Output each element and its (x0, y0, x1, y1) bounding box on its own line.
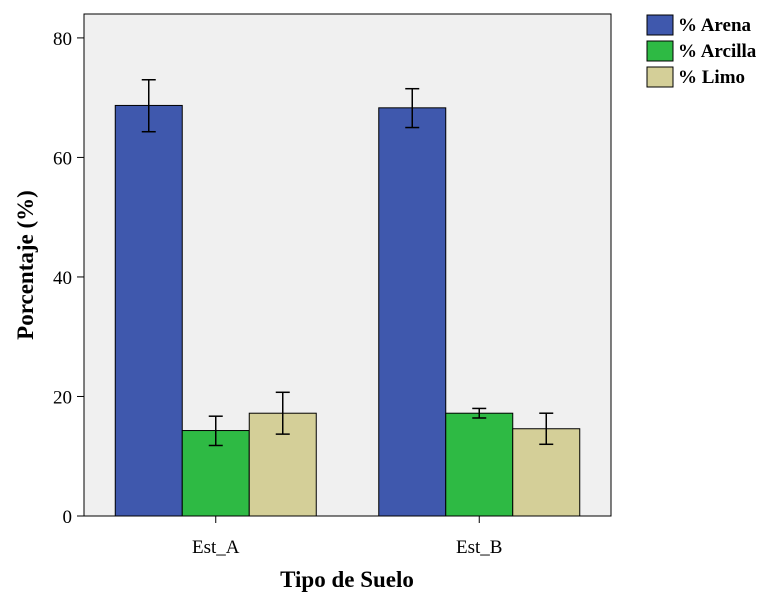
bar-est-a-series-0 (114, 104, 183, 517)
bar-est-b-series-0 (378, 107, 447, 517)
y-tick-label: 0 (63, 507, 73, 528)
bars-layer (114, 104, 581, 517)
legend-swatch (646, 40, 674, 62)
error-bars-layer (141, 78, 554, 447)
legend-label: % Arena (678, 15, 752, 36)
y-tick-label: 20 (53, 387, 72, 408)
y-tick-label: 40 (53, 268, 72, 289)
y-axis-title: Porcentaje (%) (13, 190, 38, 340)
legend: % Arena % Arcilla % Limo (646, 14, 757, 88)
legend-swatch (646, 66, 674, 88)
legend-label: % Arcilla (678, 41, 757, 62)
y-tick-label: 80 (53, 29, 72, 50)
x-tick-label: Est_B (456, 537, 502, 558)
legend-swatch (646, 14, 674, 36)
x-tick-label: Est_A (192, 537, 240, 558)
x-axis-title: Tipo de Suelo (280, 567, 414, 592)
bar-est-b-series-1 (445, 412, 514, 517)
y-tick-label: 60 (53, 148, 72, 169)
axes-layer: Est_A Est_B 0 20 40 60 80 (53, 29, 502, 558)
legend-label: % Limo (678, 67, 745, 88)
